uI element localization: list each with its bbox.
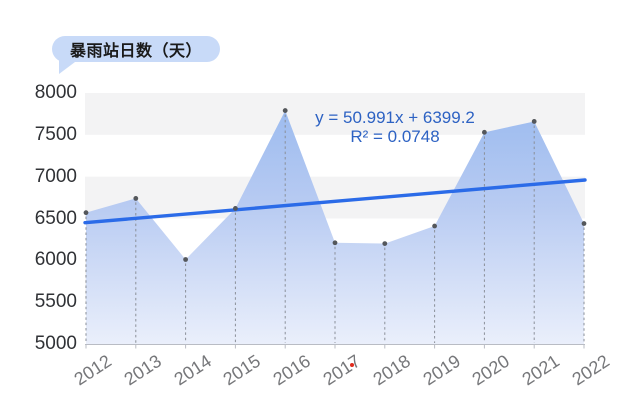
trendline-equation-line: y = 50.991x + 6399.2 bbox=[315, 108, 475, 127]
chart-title-bubble: 暴雨站日数（天） bbox=[52, 36, 221, 74]
data-point bbox=[382, 241, 388, 247]
y-axis-tick-label: 6500 bbox=[34, 207, 77, 229]
y-axis-tick-label: 7500 bbox=[34, 123, 77, 145]
trendline-r-squared-line: R² = 0.0748 bbox=[350, 127, 440, 146]
data-point bbox=[531, 119, 537, 124]
trend-line bbox=[83, 178, 587, 225]
data-point bbox=[282, 108, 288, 113]
data-point bbox=[83, 210, 89, 216]
y-axis-tick-label: 5000 bbox=[34, 333, 77, 354]
data-point bbox=[133, 196, 139, 201]
trendline-equation-block: y = 50.991x + 6399.2 R² = 0.0748 bbox=[280, 108, 510, 146]
data-point bbox=[183, 257, 189, 262]
y-axis-tick-label: 6000 bbox=[34, 249, 77, 271]
red-dot-artifact bbox=[350, 363, 354, 367]
grid-band bbox=[85, 93, 585, 135]
data-point bbox=[332, 240, 338, 246]
bubble-tail bbox=[59, 59, 79, 74]
y-axis-tick-label: 5500 bbox=[34, 291, 77, 313]
data-point bbox=[233, 206, 238, 211]
y-axis-tick-label: 7000 bbox=[34, 165, 77, 187]
data-point bbox=[432, 223, 437, 229]
y-axis-tick-label: 8000 bbox=[34, 82, 77, 103]
data-point bbox=[581, 221, 587, 226]
area-fill bbox=[86, 110, 584, 344]
data-points bbox=[83, 108, 587, 262]
data-point bbox=[482, 129, 487, 135]
x-axis bbox=[85, 344, 585, 349]
chart-title: 暴雨站日数（天） bbox=[70, 43, 203, 60]
stem-lines bbox=[85, 114, 585, 343]
